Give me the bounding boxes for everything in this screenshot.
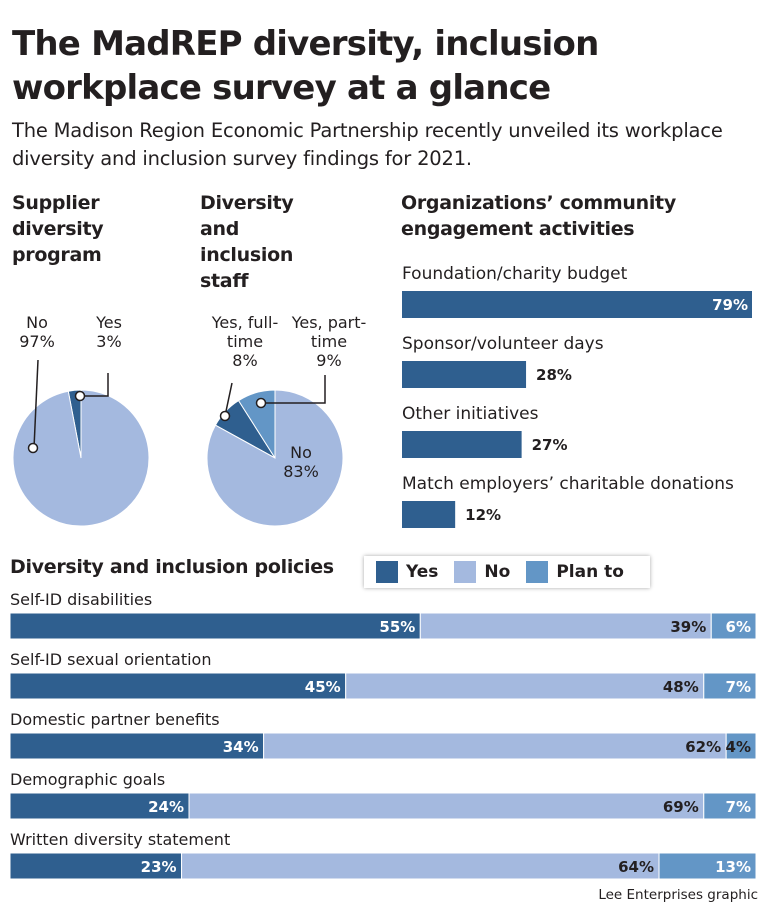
policy-value-label-no: 64% xyxy=(618,858,654,876)
policy-category-label: Self-ID disabilities xyxy=(10,590,152,609)
engagement-value-label: 12% xyxy=(465,506,501,524)
engagement-category-label: Other initiatives xyxy=(402,404,539,424)
di-staff-heading: Diversity and inclusion staff xyxy=(200,192,294,292)
policy-segment-plan-to xyxy=(725,732,757,760)
staff-parttime-value: 9% xyxy=(316,351,342,370)
policy-value-label-plan-to: 7% xyxy=(726,678,751,696)
policy-value-label-plan-to: 6% xyxy=(726,618,751,636)
engagement-value-label: 79% xyxy=(712,296,748,314)
supplier-slice-no xyxy=(12,389,150,527)
staff-parttime-dot xyxy=(255,397,267,409)
policy-segment-plan-to xyxy=(658,852,757,880)
policy-value-label-yes: 23% xyxy=(141,858,177,876)
supplier-yes-name: Yes xyxy=(96,313,122,332)
staff-parttime-label: Yes, part-time 9% xyxy=(286,313,372,370)
policy-segment-no xyxy=(419,612,712,640)
supplier-no-label: No 97% xyxy=(12,313,62,351)
legend-yes-label: Yes xyxy=(406,562,439,582)
policy-value-label-no: 39% xyxy=(670,618,706,636)
supplier-yes-label: Yes 3% xyxy=(84,313,134,351)
supplier-yes-value: 3% xyxy=(96,332,122,351)
staff-parttime-leader xyxy=(261,375,326,404)
di-staff-title: Diversity and inclusion staff xyxy=(200,190,310,294)
legend-no-swatch xyxy=(454,561,477,583)
policy-value-label-yes: 55% xyxy=(379,618,415,636)
policy-value-label-no: 48% xyxy=(663,678,699,696)
staff-fulltime-value: 8% xyxy=(232,351,258,370)
engagement-value-label: 28% xyxy=(536,366,572,384)
legend-plan-to: Plan to xyxy=(526,561,624,583)
supplier-no-name: No xyxy=(26,313,48,332)
staff-no-label: No 83% xyxy=(276,443,326,481)
policy-segment-no xyxy=(263,732,727,760)
staff-no-value: 83% xyxy=(283,462,319,481)
engagement-title: Organizations’ community engagement acti… xyxy=(401,190,751,242)
di-staff-pie xyxy=(206,375,344,527)
policy-segment-plan-to xyxy=(703,672,757,700)
page-title: The MadREP diversity, inclusion workplac… xyxy=(12,24,599,108)
staff-fulltime-leader xyxy=(224,382,233,417)
policy-category-label: Self-ID sexual orientation xyxy=(10,650,211,669)
legend-yes-swatch xyxy=(376,561,398,583)
supplier-no-leader xyxy=(33,359,39,449)
staff-fulltime-name: Yes, full-time xyxy=(211,313,279,351)
policy-category-label: Domestic partner benefits xyxy=(10,710,220,729)
policies-heading: Diversity and inclusion policies xyxy=(10,556,334,578)
engagement-category-label: Sponsor/volunteer days xyxy=(402,334,604,354)
policy-segment-yes xyxy=(9,612,421,640)
policy-segment-plan-to xyxy=(710,612,757,640)
policy-segment-no xyxy=(345,672,705,700)
supplier-diversity-title: Supplier diversity program xyxy=(12,190,142,268)
policy-value-label-no: 69% xyxy=(663,798,699,816)
engagement-bar xyxy=(402,431,522,458)
supplier-yes-dot xyxy=(74,390,86,402)
engagement-bar xyxy=(402,361,527,388)
staff-parttime-name: Yes, part-time xyxy=(291,313,367,351)
policy-segment-no xyxy=(181,852,660,880)
legend-yes: Yes xyxy=(376,561,438,583)
supplier-diversity-heading: Supplier diversity program xyxy=(12,192,104,266)
policy-category-label: Written diversity statement xyxy=(10,830,230,849)
engagement-value-label: 27% xyxy=(532,436,568,454)
policies-stacked-bar-chart: Self-ID disabilities 55% 39% 6% Self-ID sexu… xyxy=(9,590,757,880)
policy-value-label-yes: 34% xyxy=(223,738,259,756)
legend-plan-to-label: Plan to xyxy=(556,562,624,582)
policy-value-label-no: 62% xyxy=(685,738,721,756)
staff-fulltime-dot xyxy=(219,410,231,422)
legend-plan-to-swatch xyxy=(526,561,549,583)
engagement-heading: Organizations’ community engagement acti… xyxy=(401,192,676,240)
credit-line: Lee Enterprises graphic xyxy=(598,887,758,903)
legend-no: No xyxy=(454,561,510,583)
policy-value-label-yes: 24% xyxy=(148,798,184,816)
engagement-bar xyxy=(402,291,752,318)
supplier-no-dot xyxy=(27,442,39,454)
policies-legend: Yes No Plan to xyxy=(364,556,650,588)
policy-segment-no xyxy=(188,792,705,820)
staff-slice-no xyxy=(206,389,344,527)
supplier-yes-leader xyxy=(80,373,109,397)
page-subtitle: The Madison Region Economic Partnership … xyxy=(12,119,723,170)
policy-value-label-plan-to: 13% xyxy=(715,858,751,876)
policy-value-label-plan-to: 7% xyxy=(726,798,751,816)
engagement-category-label: Foundation/charity budget xyxy=(402,264,628,284)
staff-no-name: No xyxy=(290,443,312,462)
policy-segment-plan-to xyxy=(703,792,757,820)
policy-value-label-plan-to: 4% xyxy=(726,738,751,756)
staff-fulltime-label: Yes, full-time 8% xyxy=(210,313,280,370)
supplier-no-value: 97% xyxy=(19,332,55,351)
legend-no-label: No xyxy=(484,562,511,582)
policy-category-label: Demographic goals xyxy=(10,770,165,789)
policy-value-label-yes: 45% xyxy=(305,678,341,696)
engagement-bar xyxy=(402,501,456,528)
engagement-category-label: Match employers’ charitable donations xyxy=(402,474,734,494)
engagement-bar-chart: Foundation/charity budget 79% Sponsor/volu… xyxy=(402,264,752,528)
policy-segment-yes xyxy=(9,672,347,700)
supplier-diversity-pie xyxy=(12,359,150,527)
